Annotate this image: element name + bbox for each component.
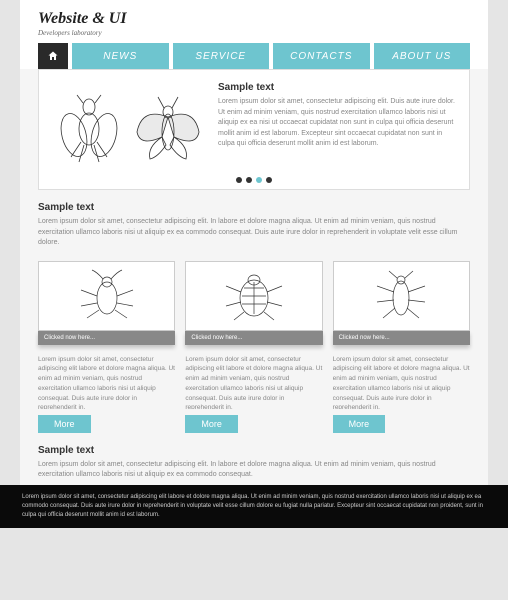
main-nav: NEWS SERVICE CONTACTS ABOUT US xyxy=(38,43,470,69)
dot-3[interactable] xyxy=(256,177,262,183)
section-1-title: Sample text xyxy=(38,202,470,213)
card-2-more-button[interactable]: More xyxy=(185,415,238,433)
card-1-more-button[interactable]: More xyxy=(38,415,91,433)
carousel-dots xyxy=(236,177,272,183)
section-1-body: Lorem ipsum dolor sit amet, consectetur … xyxy=(38,217,470,249)
card-3-more-button[interactable]: More xyxy=(333,415,386,433)
brand-subtitle: Developers laboratory xyxy=(38,29,470,37)
nav-contacts[interactable]: CONTACTS xyxy=(273,43,370,69)
dot-4[interactable] xyxy=(266,177,272,183)
card-3-image xyxy=(333,261,470,331)
card-2-bar[interactable]: Clicked now here... xyxy=(185,331,322,345)
card-row: Clicked now here... Lorem ipsum dolor si… xyxy=(20,253,488,433)
nav-news[interactable]: NEWS xyxy=(72,43,169,69)
card-3-bar[interactable]: Clicked now here... xyxy=(333,331,470,345)
card-3: Clicked now here... Lorem ipsum dolor si… xyxy=(333,261,470,433)
hero-body: Lorem ipsum dolor sit amet, consectetur … xyxy=(218,97,457,150)
dot-2[interactable] xyxy=(246,177,252,183)
home-icon xyxy=(47,50,59,62)
section-2: Sample text Lorem ipsum dolor sit amet, … xyxy=(20,433,488,485)
hero-image-moth xyxy=(130,82,205,177)
dot-1[interactable] xyxy=(236,177,242,183)
section-1: Sample text Lorem ipsum dolor sit amet, … xyxy=(20,190,488,253)
nav-about[interactable]: ABOUT US xyxy=(374,43,471,69)
card-1-text: Lorem ipsum dolor sit amet, consectetur … xyxy=(38,355,175,409)
card-3-text: Lorem ipsum dolor sit amet, consectetur … xyxy=(333,355,470,409)
footer-text: Lorem ipsum dolor sit amet, consectetur … xyxy=(22,493,486,520)
header: Website & UI Developers laboratory xyxy=(20,0,488,43)
hero-banner: Sample text Lorem ipsum dolor sit amet, … xyxy=(38,69,470,190)
nav-service[interactable]: SERVICE xyxy=(173,43,270,69)
section-2-title: Sample text xyxy=(38,445,470,456)
card-2-image xyxy=(185,261,322,331)
card-1-bar[interactable]: Clicked now here... xyxy=(38,331,175,345)
footer: Lorem ipsum dolor sit amet, consectetur … xyxy=(0,485,508,528)
hero-title: Sample text xyxy=(218,82,457,93)
brand-title: Website & UI xyxy=(38,10,470,28)
card-1-image xyxy=(38,261,175,331)
card-2-text: Lorem ipsum dolor sit amet, consectetur … xyxy=(185,355,322,409)
home-button[interactable] xyxy=(38,43,68,69)
section-2-body: Lorem ipsum dolor sit amet, consectetur … xyxy=(38,460,470,481)
hero-image-fly xyxy=(51,82,126,177)
card-1: Clicked now here... Lorem ipsum dolor si… xyxy=(38,261,175,433)
card-2: Clicked now here... Lorem ipsum dolor si… xyxy=(185,261,322,433)
